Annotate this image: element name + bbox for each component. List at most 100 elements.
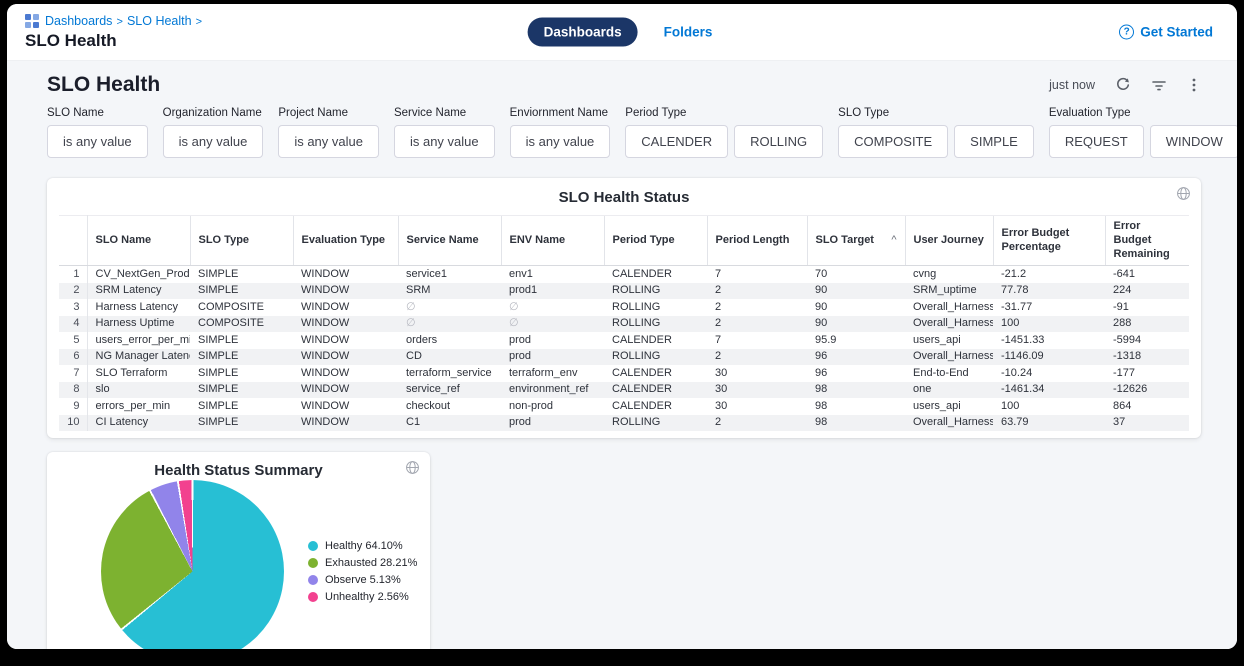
dashboards-grid-icon xyxy=(25,13,39,28)
filter-chip-row: is any value xyxy=(393,125,495,158)
table-cell: CD xyxy=(406,350,422,363)
slo-health-table: SLO Name SLO Type Evaluation Type Service N… xyxy=(59,214,1189,432)
health-status-pie[interactable] xyxy=(101,480,284,649)
refresh-icon[interactable] xyxy=(1115,77,1131,93)
table-cell: ∅ xyxy=(406,300,416,313)
table-cell: WINDOW xyxy=(301,267,350,280)
column-header-error-budget-remaining[interactable]: Error Budget Remaining xyxy=(1104,214,1189,267)
filter-group-slo-type: SLO Type COMPOSITE SIMPLE xyxy=(838,107,1034,158)
table-cell: SIMPLE xyxy=(198,366,239,379)
help-circle-icon: ? xyxy=(1119,24,1135,40)
table-cell: ROLLING xyxy=(612,416,661,429)
breadcrumb-item[interactable]: Dashboards xyxy=(45,13,113,28)
legend-dot xyxy=(308,558,318,569)
breadcrumb-block: Dashboards > SLO Health > SLO Health xyxy=(7,13,203,51)
filter-chip[interactable]: SIMPLE xyxy=(954,125,1034,158)
column-header-slo-target[interactable]: SLO Target ^ xyxy=(806,214,905,267)
column-header-error-budget-percentage[interactable]: Error Budget Percentage xyxy=(992,214,1105,267)
table-cell: checkout xyxy=(406,399,451,412)
table-cell: ∅ xyxy=(509,300,519,313)
globe-icon[interactable] xyxy=(1176,186,1191,204)
filter-group-period-type: Period Type CALENDER ROLLING xyxy=(625,107,824,158)
table-cell: Overall_Harness xyxy=(913,350,993,363)
table-cell: 37 xyxy=(1113,416,1126,429)
table-cell: 7 xyxy=(715,333,722,346)
filter-chip[interactable]: COMPOSITE xyxy=(838,125,949,158)
filter-chip[interactable]: is any value xyxy=(278,125,379,158)
dashboard-header: SLO Health just now xyxy=(47,73,1201,97)
legend-item-healthy[interactable]: Healthy 64.10% xyxy=(308,540,417,552)
table-cell: COMPOSITE xyxy=(198,300,265,313)
column-header-env-name[interactable]: ENV Name xyxy=(500,214,604,267)
table-cell: 90 xyxy=(815,317,828,330)
row-number-cell: 1 xyxy=(59,265,88,283)
table-cell: Harness Latency xyxy=(95,300,179,313)
table-cell: ROLLING xyxy=(612,350,661,363)
table-cell: SIMPLE xyxy=(198,399,239,412)
filter-chip[interactable]: WINDOW xyxy=(1149,125,1237,158)
table-cell: SRM Latency xyxy=(95,284,162,297)
sort-caret-icon: ^ xyxy=(891,233,897,246)
filter-icon[interactable] xyxy=(1151,77,1167,93)
table-row: 10 CI Latency SIMPLE WINDOW C1 prod ROLLING 2 98… xyxy=(59,414,1189,432)
filter-chip[interactable]: is any value xyxy=(162,125,264,158)
table-cell: 7 xyxy=(715,267,722,280)
table-cell: SIMPLE xyxy=(198,267,239,280)
table-cell: WINDOW xyxy=(301,383,350,396)
column-header-period-length[interactable]: Period Length xyxy=(706,214,807,267)
legend-item-unhealthy[interactable]: Unhealthy 2.56% xyxy=(308,591,417,603)
tab-folders[interactable]: Folders xyxy=(660,18,717,47)
filter-group-enviornment-name: Enviornment Name is any value xyxy=(509,107,611,158)
filter-chip[interactable]: ROLLING xyxy=(734,125,824,158)
app-window: Dashboards > SLO Health > SLO Health Das… xyxy=(7,4,1237,649)
filter-chip[interactable]: CALENDER xyxy=(625,125,729,158)
column-header-period-type[interactable]: Period Type xyxy=(603,214,707,267)
table-cell: 90 xyxy=(815,300,828,313)
filter-label: Project Name xyxy=(278,107,348,119)
table-cell: -1451.33 xyxy=(1001,333,1045,346)
table-cell: WINDOW xyxy=(301,350,350,363)
filter-chip[interactable]: is any value xyxy=(393,125,495,158)
filter-chip[interactable]: is any value xyxy=(47,125,148,158)
filter-label: Period Type xyxy=(625,107,687,119)
table-cell: Harness Uptime xyxy=(95,317,175,330)
kebab-menu-icon[interactable] xyxy=(1187,77,1201,93)
get-started-link[interactable]: ? Get Started xyxy=(1119,24,1213,40)
filter-bar: SLO Name is any value Organization Name is … xyxy=(47,107,1237,158)
legend-item-exhausted[interactable]: Exhausted 28.21% xyxy=(308,557,417,569)
table-cell: End-to-End xyxy=(913,366,969,379)
legend-label: Unhealthy 2.56% xyxy=(325,591,409,604)
filter-chip-row: is any value xyxy=(47,125,148,158)
column-header-evaluation-type[interactable]: Evaluation Type xyxy=(292,214,398,267)
dashboard-content: SLO Health just now SLO Name is any value… xyxy=(7,61,1237,649)
column-header-service-name[interactable]: Service Name xyxy=(397,214,501,267)
filter-chip[interactable]: REQUEST xyxy=(1048,125,1144,158)
table-cell: prod xyxy=(509,333,532,346)
last-refreshed-label: just now xyxy=(1049,78,1095,92)
table-cell: 77.78 xyxy=(1001,284,1029,297)
view-tabs: Dashboards Folders xyxy=(527,17,717,47)
column-header-slo-name[interactable]: SLO Name xyxy=(86,214,190,267)
column-header-user-journey[interactable]: User Journey xyxy=(904,214,993,267)
table-row: 9 errors_per_min SIMPLE WINDOW checkout non-p… xyxy=(59,398,1189,415)
table-cell: -5994 xyxy=(1113,333,1142,346)
dashboard-controls: just now xyxy=(1049,77,1201,93)
table-cell: -12626 xyxy=(1113,383,1148,396)
column-header-slo-type[interactable]: SLO Type xyxy=(189,214,293,267)
table-cell: Overall_Harness xyxy=(913,300,993,313)
table-cell: -1461.34 xyxy=(1001,383,1045,396)
table-cell: 90 xyxy=(815,284,828,297)
table-cell: CALENDER xyxy=(612,267,672,280)
legend-label: Observe 5.13% xyxy=(325,574,401,587)
table-cell: prod xyxy=(509,416,532,429)
legend-item-observe[interactable]: Observe 5.13% xyxy=(308,574,417,586)
tab-dashboards[interactable]: Dashboards xyxy=(527,17,638,47)
table-cell: orders xyxy=(406,333,438,346)
globe-icon[interactable] xyxy=(405,460,420,478)
filter-label: SLO Type xyxy=(838,107,890,119)
breadcrumb-item[interactable]: SLO Health xyxy=(126,13,192,28)
table-cell: slo xyxy=(95,383,110,396)
table-cell: terraform_env xyxy=(509,366,578,379)
filter-chip[interactable]: is any value xyxy=(509,125,611,158)
pie-chart-area: Healthy 64.10% Exhausted 28.21% Observe 5.… xyxy=(59,480,418,649)
